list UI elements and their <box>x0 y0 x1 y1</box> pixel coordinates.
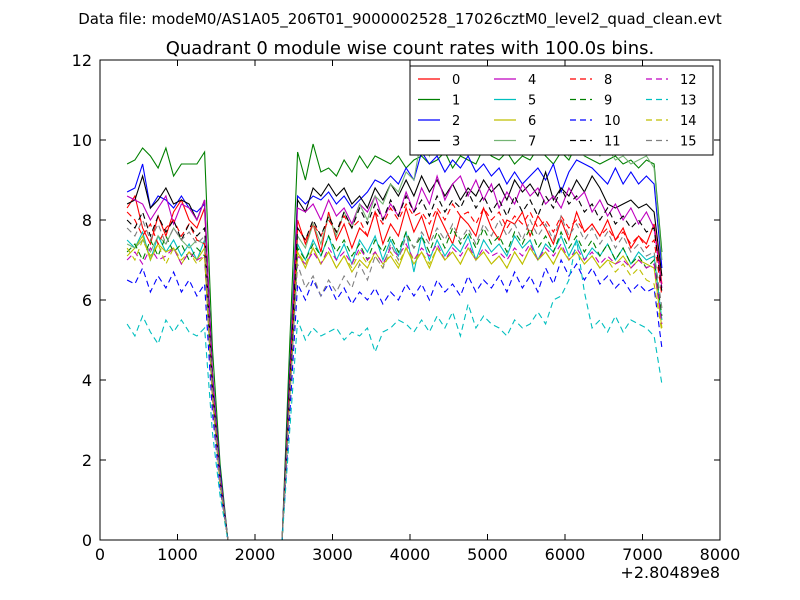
x-tick-label: 6000 <box>545 545 586 564</box>
legend-label-11: 11 <box>604 135 621 150</box>
series-line-9 <box>126 226 663 541</box>
legend-label-12: 12 <box>680 73 697 88</box>
y-tick-label: 6 <box>82 291 92 310</box>
x-tick-label: 3000 <box>312 545 353 564</box>
legend-label-6: 6 <box>528 114 536 129</box>
legend-label-13: 13 <box>680 94 697 109</box>
legend-label-4: 4 <box>528 73 536 88</box>
legend-label-10: 10 <box>604 114 621 129</box>
legend-label-3: 3 <box>452 135 460 150</box>
legend-label-1: 1 <box>452 94 460 109</box>
chart-title: Quadrant 0 module wise count rates with … <box>166 38 655 59</box>
y-tick-label: 2 <box>82 451 92 470</box>
series-line-13 <box>126 239 663 541</box>
legend-label-5: 5 <box>528 94 536 109</box>
legend-box <box>409 65 714 156</box>
plot-series-group <box>126 106 663 541</box>
legend-label-14: 14 <box>680 114 697 129</box>
y-tick-label: 10 <box>72 131 92 150</box>
x-tick-label: 7000 <box>622 545 663 564</box>
x-offset-label: +2.80489e8 <box>620 563 720 582</box>
chart-suptitle: Data file: modeM0/AS1A05_206T01_90000025… <box>78 10 722 29</box>
series-line-10 <box>126 258 663 541</box>
legend-label-0: 0 <box>452 73 460 88</box>
x-tick-label: 4000 <box>390 545 431 564</box>
x-tick-label: 8000 <box>700 545 741 564</box>
legend-label-15: 15 <box>680 135 697 150</box>
legend-label-7: 7 <box>528 135 536 150</box>
legend-label-9: 9 <box>604 94 612 109</box>
y-tick-label: 0 <box>82 531 92 550</box>
y-tick-label: 12 <box>72 51 92 70</box>
x-tick-label: 0 <box>95 545 105 564</box>
axis-ticks: 0 1000 2000 3000 4000 5000 6000 7000 80000246810… <box>72 51 741 564</box>
legend-label-8: 8 <box>604 73 612 88</box>
y-tick-label: 4 <box>82 371 92 390</box>
y-tick-label: 8 <box>82 211 92 230</box>
legend-label-2: 2 <box>452 114 460 129</box>
x-tick-label: 1000 <box>157 545 198 564</box>
series-line-1 <box>126 142 663 541</box>
series-line-15 <box>126 214 663 541</box>
x-tick-label: 2000 <box>235 545 276 564</box>
x-tick-label: 5000 <box>467 545 508 564</box>
series-line-11 <box>126 186 663 541</box>
